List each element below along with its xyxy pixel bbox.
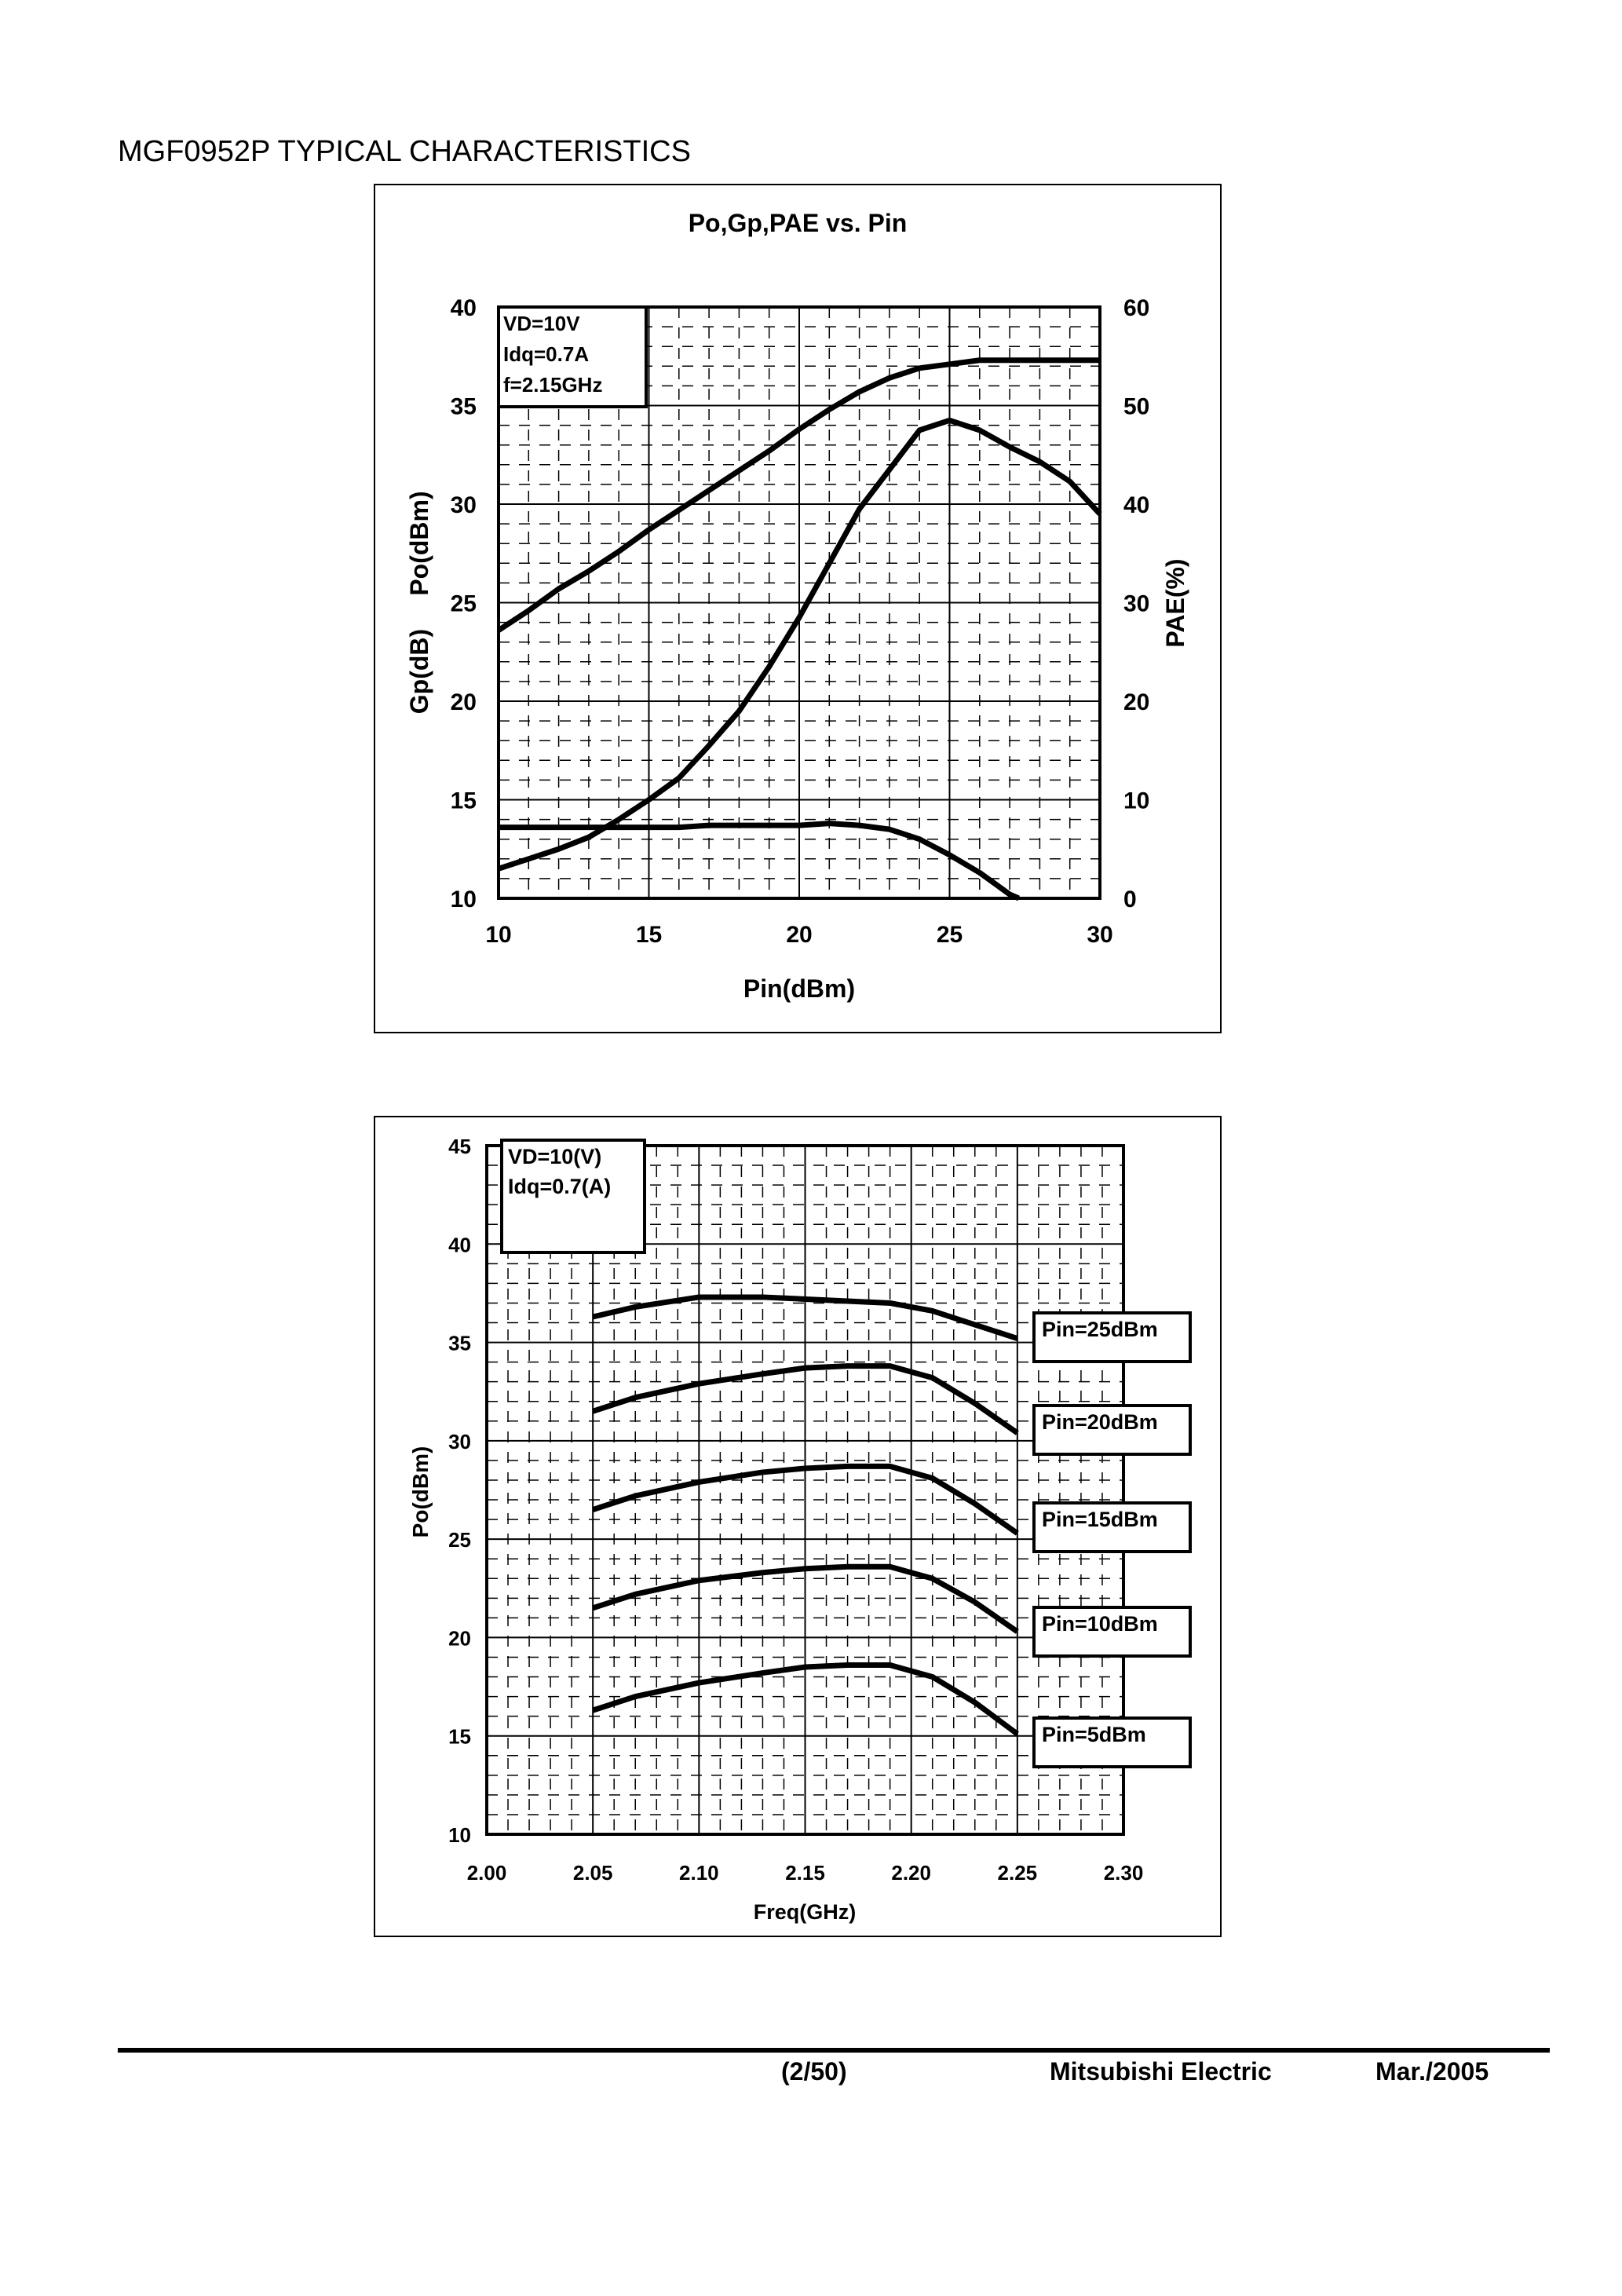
x-tick-label: 2.10 (679, 1861, 719, 1885)
y-tick-label: 25 (448, 1528, 471, 1552)
y-left-tick-label: 20 (451, 689, 477, 715)
y-tick-label: 15 (448, 1725, 471, 1749)
po-curve-pin-15dbm (592, 1463, 1019, 1536)
y-right-tick-label: 60 (1123, 295, 1149, 321)
y-right-axis-label: PAE(%) (1161, 558, 1189, 647)
y-tick-label: 45 (448, 1135, 471, 1158)
x-tick-label: 2.05 (573, 1861, 613, 1885)
series-label-box (1032, 1717, 1192, 1768)
series-label-box (1032, 1404, 1192, 1456)
footer-page-number: (2/50) (781, 2057, 847, 2086)
y-left-tick-label: 10 (451, 887, 477, 912)
condition-text: VD=10V (503, 312, 580, 335)
series-label: Pin=20dBm (1042, 1410, 1158, 1434)
series-label-box (1032, 1311, 1192, 1363)
document-title: MGF0952P TYPICAL CHARACTERISTICS (118, 135, 691, 168)
x-tick-label: 2.20 (891, 1861, 931, 1885)
x-tick-label: 2.00 (467, 1861, 507, 1885)
y-tick-label: 35 (448, 1332, 471, 1355)
po-curve-pin-5dbm (592, 1662, 1019, 1737)
gp-curve (499, 821, 1020, 901)
po-curve-pin-20dbm (592, 1363, 1019, 1435)
series-label-box (1032, 1606, 1192, 1658)
series-label: Pin=25dBm (1042, 1318, 1158, 1341)
x-tick-label: 2.30 (1104, 1861, 1144, 1885)
po-curve-pin-25dbm (592, 1294, 1018, 1341)
x-axis-label: Pin(dBm) (743, 974, 855, 1003)
y-tick-label: 40 (448, 1233, 471, 1256)
series-label: Pin=15dBm (1042, 1508, 1158, 1531)
y-right-tick-label: 10 (1123, 788, 1149, 814)
chart-po-gp-pae-vs-pin: Po,Gp,PAE vs. Pin 10 15 20 25 30 10 15 20 25 30 35 4… (374, 184, 1222, 1033)
y-left-axis-label-gp: Gp(dB) (405, 629, 433, 714)
footer-company: Mitsubishi Electric (1050, 2057, 1272, 2086)
pae-curve (497, 417, 1102, 872)
y-right-tick-label: 30 (1123, 591, 1149, 617)
condition-text: Idq=0.7(A) (508, 1175, 611, 1198)
x-tick-label: 2.15 (785, 1861, 825, 1885)
footer-date: Mar./2005 (1375, 2057, 1489, 2086)
y-left-tick-label: 25 (451, 591, 477, 617)
series-label: Pin=10dBm (1042, 1612, 1158, 1636)
chart-po-vs-freq: 2.00 2.05 2.10 2.15 2.20 2.25 2.30 10 15 20 25 30 35… (374, 1116, 1222, 1937)
y-left-tick-label: 15 (451, 788, 477, 814)
y-right-tick-label: 50 (1123, 394, 1149, 420)
conditions-box (500, 1139, 646, 1254)
series-label: Pin=5dBm (1042, 1723, 1146, 1746)
y-left-axis-label-po: Po(dBm) (405, 491, 433, 595)
condition-text: f=2.15GHz (503, 373, 602, 397)
po-curve (497, 357, 1100, 633)
x-tick-label: 2.25 (998, 1861, 1038, 1885)
x-axis-label: Freq(GHz) (754, 1900, 857, 1924)
y-left-tick-label: 35 (451, 394, 477, 420)
x-tick-label: 20 (786, 922, 812, 948)
plot-frame (497, 305, 1101, 900)
condition-text: VD=10(V) (508, 1145, 601, 1168)
y-left-tick-label: 30 (451, 492, 477, 518)
y-right-tick-label: 40 (1123, 492, 1149, 518)
condition-text: Idq=0.7A (503, 342, 589, 366)
x-tick-label: 15 (636, 922, 662, 948)
plot-frame (485, 1144, 1125, 1836)
chart-title: Po,Gp,PAE vs. Pin (689, 209, 908, 237)
y-right-tick-label: 20 (1123, 689, 1149, 715)
y-left-tick-label: 40 (451, 295, 477, 321)
y-tick-label: 30 (448, 1430, 471, 1453)
x-tick-label: 25 (937, 922, 963, 948)
y-tick-label: 10 (448, 1823, 471, 1847)
footer-rule (118, 2048, 1550, 2053)
po-curve-pin-10dbm (592, 1563, 1019, 1634)
y-right-tick-label: 0 (1123, 887, 1137, 912)
y-tick-label: 20 (448, 1626, 471, 1650)
conditions-box (497, 305, 648, 408)
y-axis-label: Po(dBm) (408, 1446, 433, 1538)
series-label-box (1032, 1501, 1192, 1553)
x-tick-label: 10 (485, 922, 511, 948)
x-tick-label: 30 (1087, 922, 1112, 948)
